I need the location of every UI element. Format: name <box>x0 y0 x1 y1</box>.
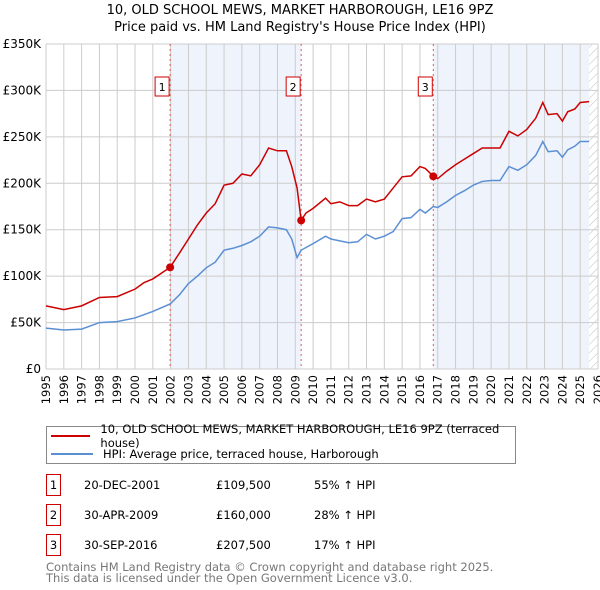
x-tick-label: 2005 <box>217 375 231 404</box>
x-tick-label: 2007 <box>253 375 267 404</box>
sale-date: 30-SEP-2016 <box>84 538 158 552</box>
x-tick-label: 2021 <box>502 375 516 404</box>
legend-swatch-blue <box>51 453 93 455</box>
sale-point <box>166 263 175 272</box>
x-tick-label: 2000 <box>128 375 142 404</box>
sale-marker-label: 2 <box>46 504 61 526</box>
plot-area: 1995 1996 1997 1998 1999 2000 2001 2002 2003 2004… <box>3 37 600 404</box>
sale-hpi-diff: 28% ↑ HPI <box>314 508 376 522</box>
x-tick-label: 1999 <box>110 375 124 404</box>
y-tick-label: £350K <box>3 37 43 51</box>
sale-price: £160,000 <box>216 508 271 522</box>
sale-price: £207,500 <box>216 538 271 552</box>
x-tick-label: 2009 <box>288 375 302 404</box>
x-tick-label: 2023 <box>538 375 552 404</box>
x-tick-label: 1996 <box>57 375 71 404</box>
x-tick-label: 1998 <box>92 375 106 404</box>
forecast-hatch <box>589 44 598 369</box>
series-line <box>45 100 590 311</box>
x-tick-label: 2016 <box>413 375 427 404</box>
chart-subtitle: Price paid vs. HM Land Registry's House … <box>114 20 486 35</box>
x-tick-label: 2019 <box>466 375 480 404</box>
y-tick-label: £200K <box>3 176 43 190</box>
legend-item-hpi: HPI: Average price, terraced house, Harb… <box>51 445 379 463</box>
legend-item-property: 10, OLD SCHOOL MEWS, MARKET HARBOROUGH, … <box>51 422 515 450</box>
x-tick-label: 2018 <box>449 375 463 404</box>
sale-point <box>297 216 306 225</box>
sale-hpi-diff: 55% ↑ HPI <box>314 478 376 492</box>
y-tick-label: £250K <box>3 130 43 144</box>
legend-label: HPI: Average price, terraced house, Harb… <box>103 447 379 461</box>
legend-swatch-red <box>51 435 91 437</box>
x-tick-label: 2022 <box>520 375 534 404</box>
sale-row: 1 20-DEC-2001 £109,500 55% ↑ HPI <box>46 474 546 496</box>
sale-price: £109,500 <box>216 478 271 492</box>
sale-marker-box <box>154 76 170 97</box>
y-tick-label: £150K <box>3 223 43 237</box>
footer-line: Contains HM Land Registry data © Crown c… <box>46 560 494 574</box>
y-tick-label: £300K <box>3 83 43 97</box>
x-tick-label: 2025 <box>573 375 587 404</box>
y-tick-label: £50K <box>10 316 42 330</box>
x-tick-label: 1995 <box>39 375 53 404</box>
sale-marker-box <box>285 76 301 97</box>
legend: 10, OLD SCHOOL MEWS, MARKET HARBOROUGH, … <box>46 422 516 464</box>
x-tick-label: 2004 <box>199 375 213 404</box>
series-line <box>45 139 590 331</box>
legend-label: 10, OLD SCHOOL MEWS, MARKET HARBOROUGH, … <box>100 422 500 450</box>
x-tick-label: 2015 <box>395 375 409 404</box>
x-tick-label: 2013 <box>360 375 374 404</box>
x-tick-label: 2020 <box>484 375 498 404</box>
x-tick-label: 2014 <box>377 375 391 404</box>
x-tick-label: 2024 <box>555 375 569 404</box>
x-tick-label: 2003 <box>181 375 195 404</box>
sale-point <box>429 172 438 181</box>
sale-marker-label: 3 <box>46 534 61 556</box>
sale-marker-label: 1 <box>159 81 166 94</box>
x-tick-label: 2026 <box>591 375 600 404</box>
sale-marker-box <box>417 76 433 97</box>
x-tick-label: 2012 <box>342 375 356 404</box>
sale-row: 3 30-SEP-2016 £207,500 17% ↑ HPI <box>46 534 546 556</box>
x-tick-label: 1997 <box>75 375 89 404</box>
shaded-period <box>170 44 302 369</box>
sale-hpi-diff: 17% ↑ HPI <box>314 538 376 552</box>
x-tick-label: 2017 <box>431 375 445 404</box>
footer-line: This data is licensed under the Open Gov… <box>46 571 413 585</box>
sale-row: 2 30-APR-2009 £160,000 28% ↑ HPI <box>46 504 546 526</box>
x-tick-label: 2010 <box>306 375 320 404</box>
sale-date: 30-APR-2009 <box>84 508 159 522</box>
x-tick-label: 2001 <box>146 375 160 404</box>
x-tick-label: 2002 <box>164 375 178 404</box>
shaded-period <box>433 44 590 369</box>
y-tick-label: £0 <box>26 362 41 376</box>
y-tick-label: £100K <box>3 269 43 283</box>
sale-marker-label: 1 <box>46 474 61 496</box>
sale-marker-label: 2 <box>290 81 297 94</box>
x-tick-label: 2011 <box>324 375 338 404</box>
sale-date: 20-DEC-2001 <box>84 478 161 492</box>
x-tick-label: 2006 <box>235 375 249 404</box>
sale-marker-label: 3 <box>422 81 429 94</box>
chart-title: 10, OLD SCHOOL MEWS, MARKET HARBOROUGH, … <box>106 3 494 18</box>
x-tick-label: 2008 <box>270 375 284 404</box>
